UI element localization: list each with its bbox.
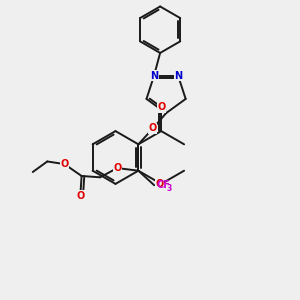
Text: O: O xyxy=(60,159,69,169)
Text: N: N xyxy=(174,71,182,81)
Text: 3: 3 xyxy=(167,184,172,193)
Text: O: O xyxy=(149,124,157,134)
Text: O: O xyxy=(76,191,84,201)
Text: O: O xyxy=(156,179,164,189)
Text: O: O xyxy=(157,102,165,112)
Text: O: O xyxy=(113,163,122,173)
Text: CF: CF xyxy=(157,180,170,190)
Text: N: N xyxy=(150,71,158,81)
